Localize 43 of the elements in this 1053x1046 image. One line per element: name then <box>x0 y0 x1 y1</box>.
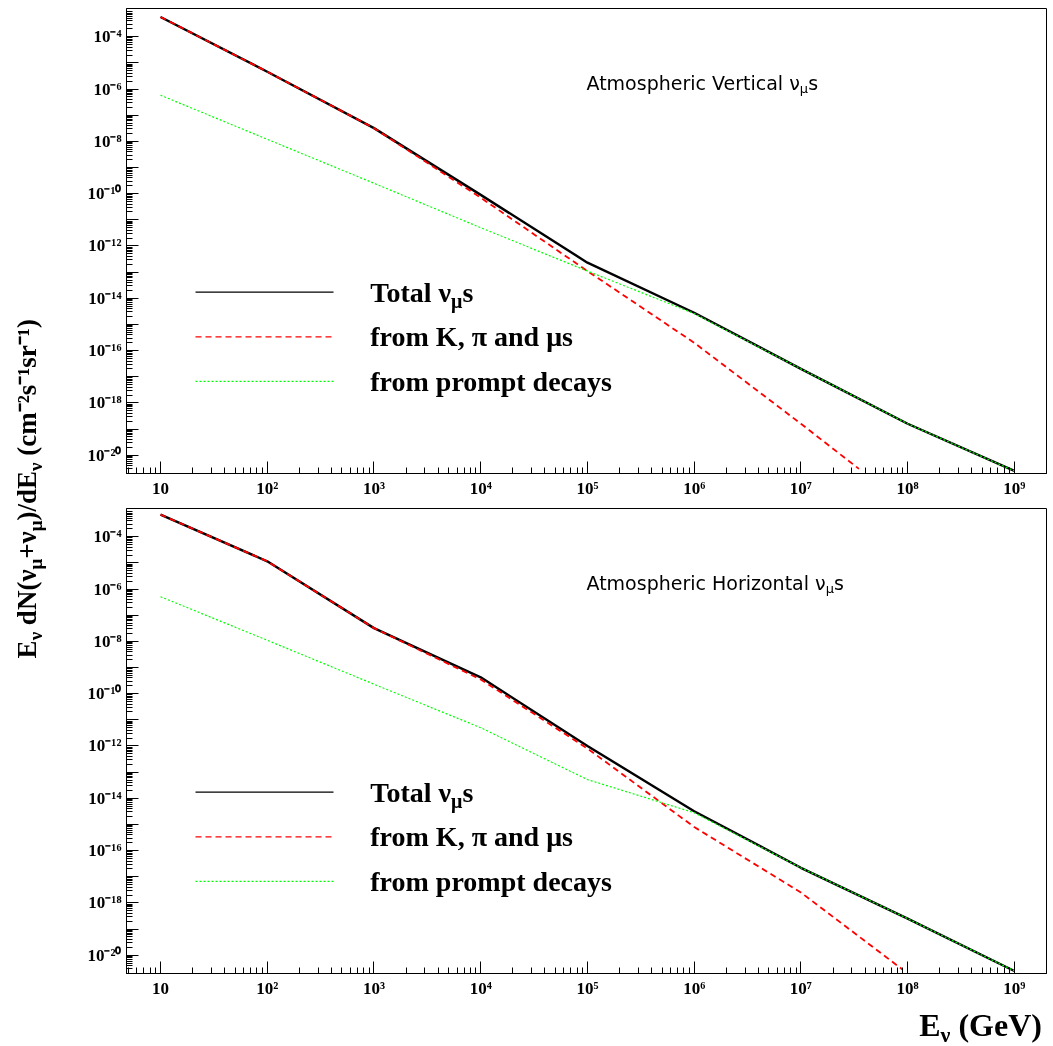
legend-label: from K, π and μs <box>370 321 574 353</box>
y-tick-label: 10⁻¹⁶ <box>88 841 122 861</box>
y-tick-label: 10⁻¹⁶ <box>88 341 122 361</box>
y-tick-label: 10⁻¹⁰ <box>87 684 122 704</box>
x-tick-label: 10⁷ <box>789 478 812 498</box>
legend-label: from prompt decays <box>370 865 613 897</box>
x-tick-label: 10³ <box>362 478 386 498</box>
x-tick-label: 10⁸ <box>896 478 919 498</box>
y-tick-label: 10⁻⁸ <box>93 631 122 651</box>
y-tick-label: 10⁻¹⁴ <box>88 288 122 308</box>
x-tick-label: 10⁷ <box>789 978 812 998</box>
y-tick-label: 10⁻⁴ <box>93 27 122 47</box>
y-tick-label: 10⁻¹⁸ <box>88 893 122 913</box>
y-tick-label: 10⁻¹² <box>88 736 122 756</box>
line-series <box>159 94 1015 472</box>
x-tick-label: 10² <box>256 978 279 998</box>
x-tick-label: 10⁵ <box>576 978 599 998</box>
x-tick-label: 10⁹ <box>1003 978 1026 998</box>
text: Eν dN(νμ+νμ)/dEν (cm⁻²s⁻¹sr⁻¹) <box>11 319 46 659</box>
x-tick-label: 10² <box>256 478 279 498</box>
y-tick-label: 10⁻²⁰ <box>87 945 122 965</box>
x-tick-label: 10⁸ <box>896 978 919 998</box>
x-tick-label: 10 <box>152 978 170 998</box>
y-tick-label: 10⁻¹⁴ <box>88 788 122 808</box>
y-tick-label: 10⁻¹⁰ <box>87 184 122 204</box>
x-tick-label: 10³ <box>362 978 386 998</box>
legend-label: from prompt decays <box>370 365 613 397</box>
x-tick-label: 10⁹ <box>1003 478 1026 498</box>
legend-label: from K, π and μs <box>370 821 574 853</box>
x-tick-label: 10⁶ <box>683 978 706 998</box>
x-tick-label: 10⁴ <box>469 478 492 498</box>
x-tick-label: 10⁵ <box>576 478 599 498</box>
y-tick-label: 10⁻⁴ <box>93 527 122 547</box>
y-tick-label: 10⁻¹⁸ <box>88 393 122 413</box>
x-tick-label: 10⁴ <box>469 978 492 998</box>
y-tick-label: 10⁻⁶ <box>93 579 122 599</box>
x-tick-label: 10⁶ <box>683 478 706 498</box>
y-tick-label: 10⁻¹² <box>88 236 122 256</box>
x-tick-label: 10 <box>152 478 170 498</box>
y-tick-label: 10⁻²⁰ <box>87 445 122 465</box>
y-tick-label: 10⁻⁸ <box>93 131 122 151</box>
line-series <box>159 596 1015 972</box>
y-tick-label: 10⁻⁶ <box>93 79 122 99</box>
